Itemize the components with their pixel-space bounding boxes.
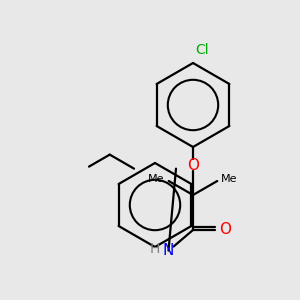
Text: H: H bbox=[150, 242, 160, 256]
Text: Me: Me bbox=[148, 174, 165, 184]
Text: Cl: Cl bbox=[195, 43, 208, 57]
Text: O: O bbox=[187, 158, 199, 172]
Text: O: O bbox=[219, 223, 231, 238]
Text: Me: Me bbox=[221, 174, 238, 184]
Text: N: N bbox=[163, 243, 174, 258]
